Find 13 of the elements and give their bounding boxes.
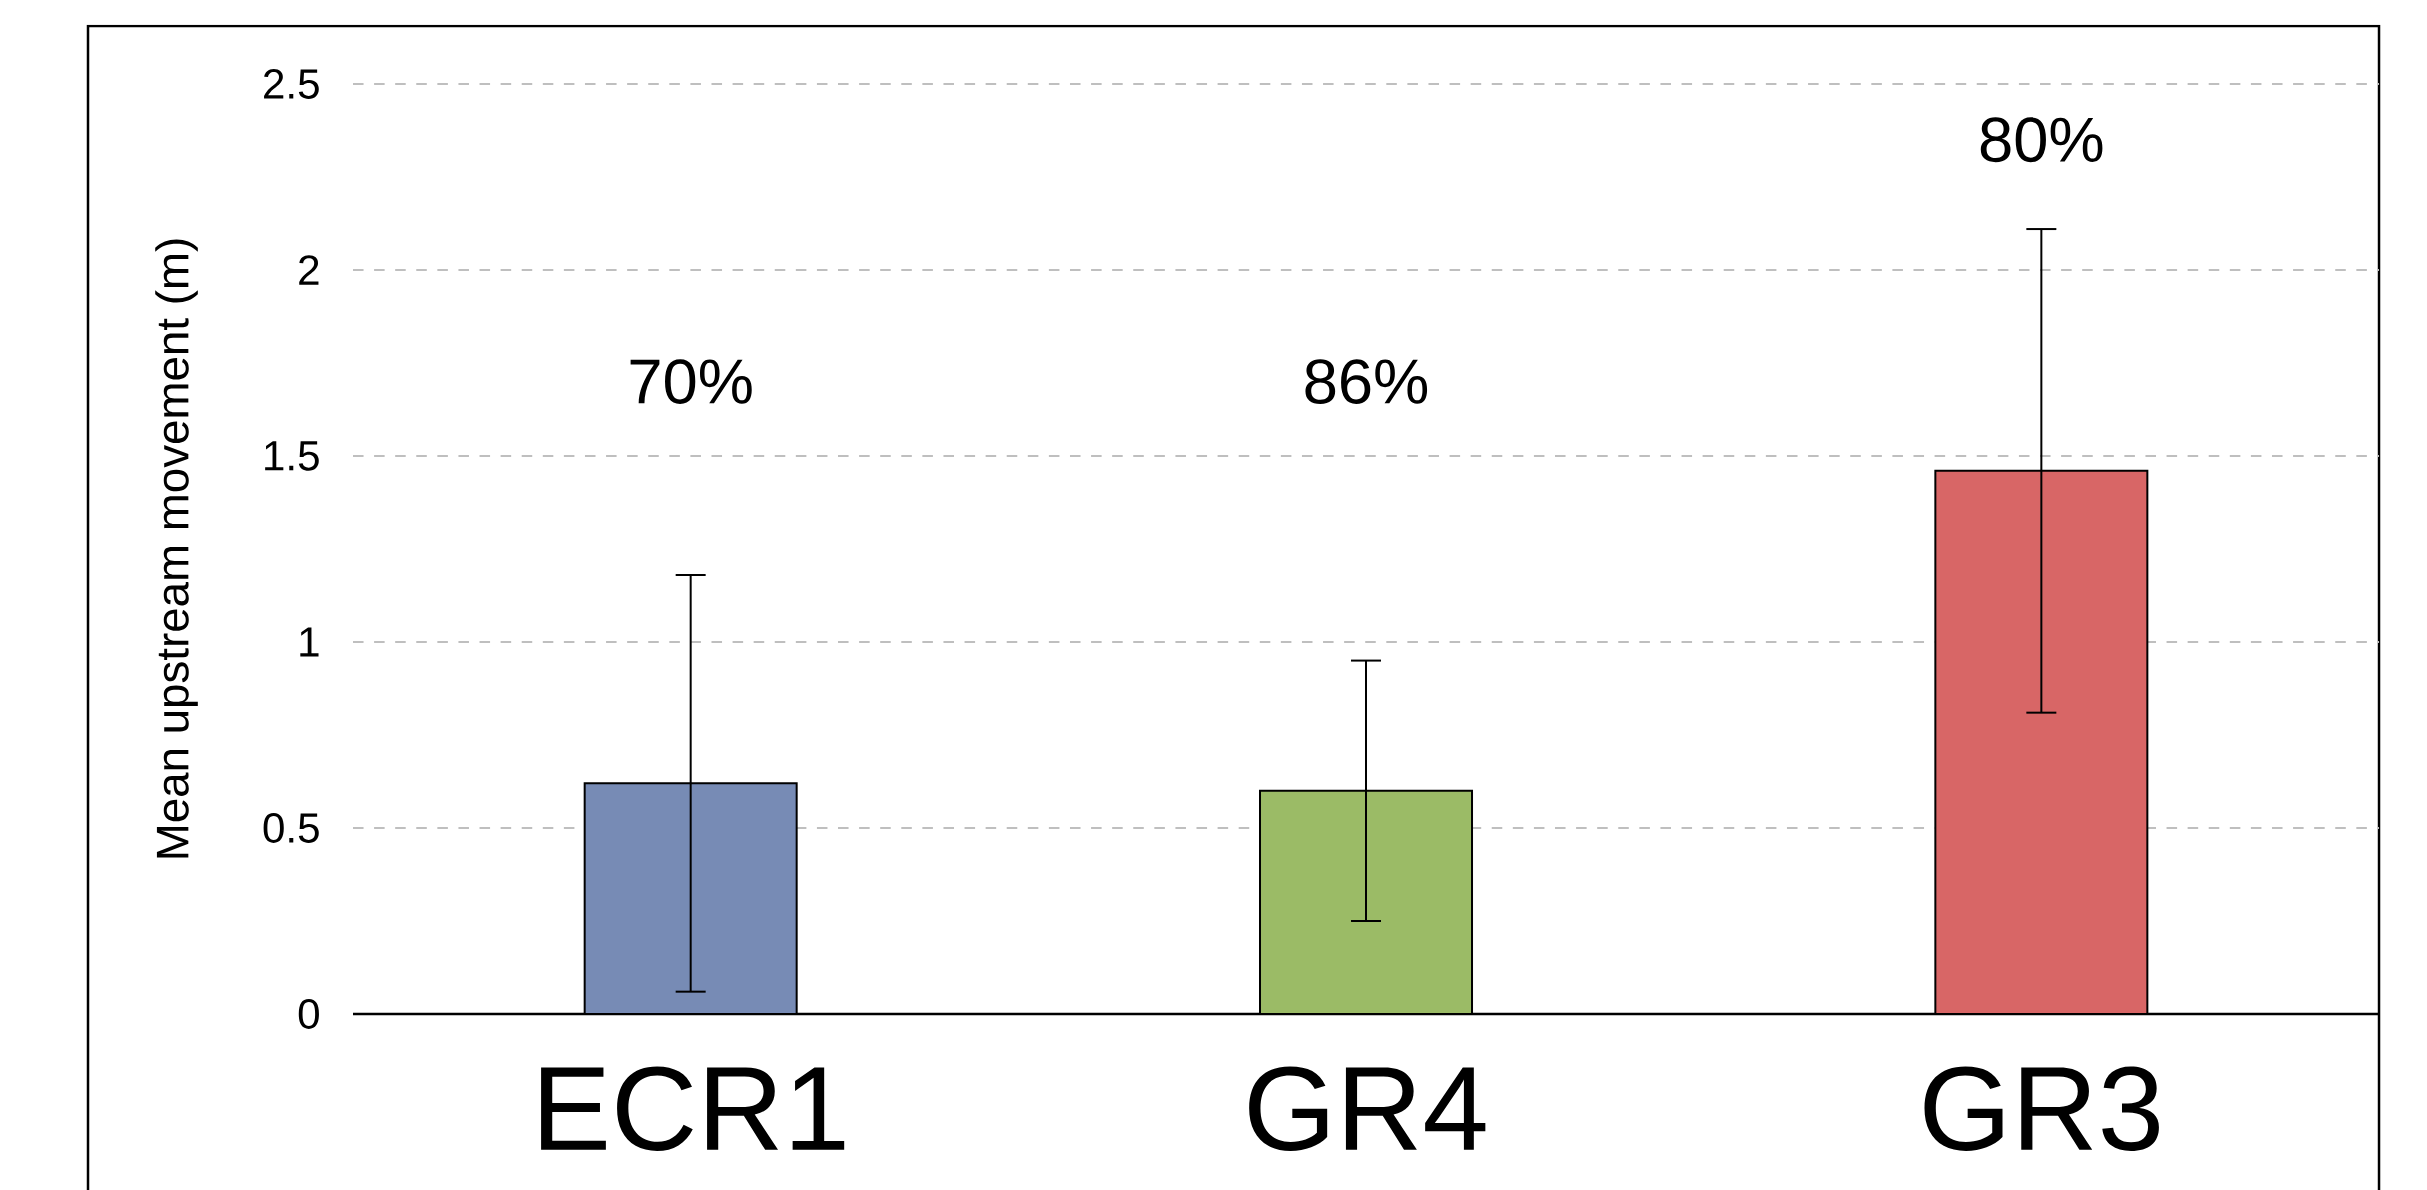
x-tick-label: GR3 [1924, 1066, 2159, 1151]
annotation: 80% [1980, 117, 2103, 163]
y-tick-label: 1 [300, 627, 319, 657]
y-tick-label: 0 [298, 999, 319, 1029]
annotation: 70% [630, 359, 752, 404]
y-tick-label: 2 [299, 255, 319, 285]
y-tick-label: 1.5 [265, 441, 319, 471]
y-tick-label: 2.5 [264, 69, 319, 99]
x-tick-label: GR4 [1249, 1066, 1486, 1151]
y-tick-label: 0.5 [263, 813, 319, 843]
y-axis-title: Mean upstream movement (m) [155, 239, 198, 858]
x-tick-label: ECR1 [541, 1066, 845, 1151]
annotation: 86% [1305, 359, 1428, 404]
